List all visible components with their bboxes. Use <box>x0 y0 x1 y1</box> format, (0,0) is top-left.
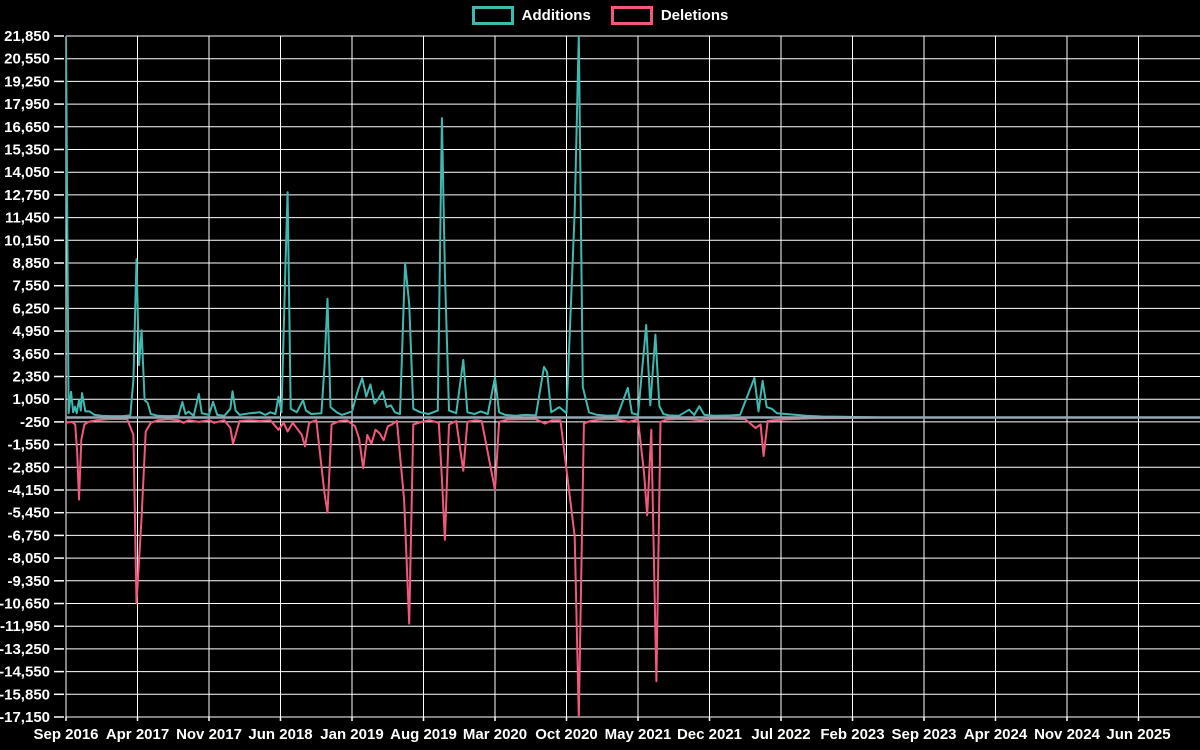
y-tick-label: -13,250 <box>0 641 50 658</box>
series-line-additions <box>66 36 1200 419</box>
y-tick-label: 20,550 <box>4 51 50 68</box>
y-tick-label: 11,450 <box>5 210 50 227</box>
y-tick-label: 7,550 <box>12 278 50 295</box>
y-tick-label: -9,350 <box>7 573 50 590</box>
deletions-swatch-icon <box>610 6 653 25</box>
x-tick-label: Sep 2023 <box>891 726 956 743</box>
legend-label-deletions: Deletions <box>660 7 729 24</box>
y-tick-label: 12,750 <box>4 187 50 204</box>
y-tick-label: 14,050 <box>4 164 50 181</box>
y-tick-label: -14,550 <box>0 664 50 681</box>
y-tick-label: -4,150 <box>7 482 50 499</box>
additions-swatch-icon <box>471 6 514 25</box>
y-tick-label: 2,350 <box>12 369 50 386</box>
y-tick-label: -6,750 <box>7 527 50 544</box>
y-tick-label: -10,650 <box>0 596 50 613</box>
gridlines <box>65 35 1200 718</box>
y-tick-label: -17,150 <box>0 709 50 726</box>
x-tick-label: Apr 2024 <box>964 726 1028 743</box>
y-tick-label: -1,550 <box>7 437 50 454</box>
y-tick-label: 10,150 <box>4 232 50 249</box>
axis-labels: 21,850 20,550 19,250 17,950 16,650 15,350 14,0… <box>0 28 1171 743</box>
y-tick-label: 15,350 <box>4 142 50 159</box>
y-tick-label: -250 <box>20 414 50 431</box>
y-tick-label: -15,850 <box>0 686 50 703</box>
data-series <box>66 36 1200 717</box>
x-tick-label: Apr 2017 <box>106 726 169 743</box>
x-tick-label: Jul 2022 <box>751 726 810 743</box>
chart-legend: Additions Deletions <box>0 6 1200 25</box>
legend-label-additions: Additions <box>521 7 591 24</box>
y-tick-label: -5,450 <box>7 505 50 522</box>
x-tick-label: Nov 2017 <box>176 726 242 743</box>
y-tick-label: -8,050 <box>7 550 50 567</box>
y-tick-label: 3,650 <box>12 346 50 363</box>
y-tick-label: 19,250 <box>4 73 50 90</box>
y-tick-label: 4,950 <box>12 323 50 340</box>
y-tick-label: -2,850 <box>7 459 50 476</box>
legend-item-deletions[interactable]: Deletions <box>610 6 729 25</box>
series-line-deletions <box>66 416 1200 717</box>
x-tick-label: Sep 2016 <box>33 726 98 743</box>
y-tick-label: -11,950 <box>0 618 50 635</box>
y-tick-label: 6,250 <box>12 300 50 317</box>
y-tick-label: 17,950 <box>4 96 50 113</box>
x-tick-label: Dec 2021 <box>677 726 742 743</box>
x-tick-label: May 2021 <box>605 726 672 743</box>
axis-ticks <box>54 35 1140 721</box>
x-tick-label: Aug 2019 <box>390 726 457 743</box>
x-tick-label: Jun 2018 <box>248 726 312 743</box>
x-tick-label: Feb 2023 <box>820 726 884 743</box>
x-tick-label: Oct 2020 <box>535 726 598 743</box>
x-tick-label: Jan 2019 <box>320 726 383 743</box>
y-tick-label: 8,850 <box>12 255 50 272</box>
x-tick-label: Nov 2024 <box>1034 726 1101 743</box>
y-tick-label: 16,650 <box>4 119 50 136</box>
y-tick-label: 1,050 <box>12 391 50 408</box>
y-tick-label: 21,850 <box>4 28 50 45</box>
legend-item-additions[interactable]: Additions <box>471 6 591 25</box>
x-tick-label: Mar 2020 <box>463 726 527 743</box>
x-tick-label: Jun 2025 <box>1106 726 1170 743</box>
